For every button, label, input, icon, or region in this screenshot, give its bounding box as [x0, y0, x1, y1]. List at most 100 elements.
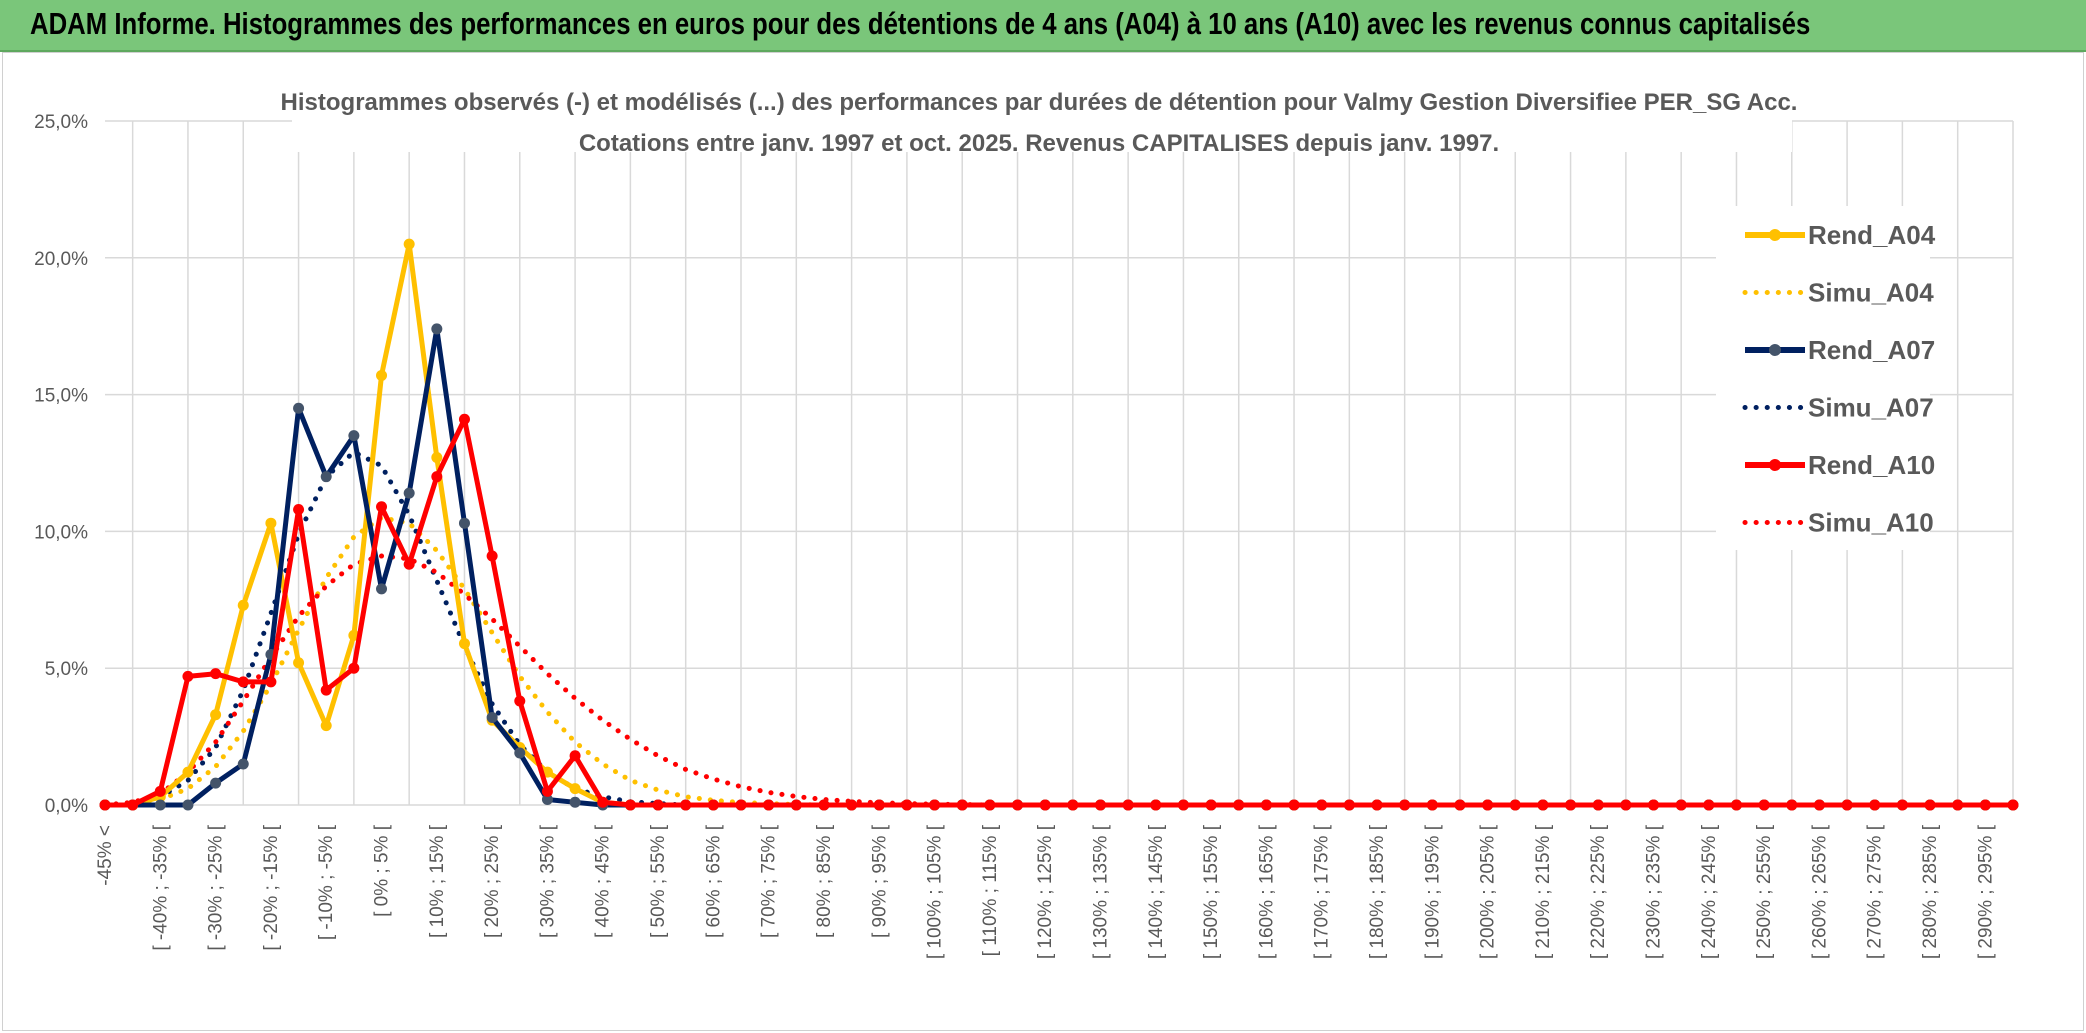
legend-item-Simu_A10: Simu_A10	[1742, 508, 1934, 538]
data-point	[541, 785, 553, 797]
data-point	[403, 238, 415, 250]
x-axis-tick-labels: -45% < [ -40% ; -35% [[ -30% ; -25% [[ -2…	[95, 824, 1996, 959]
data-point	[624, 799, 636, 811]
x-tick-label: [ 130% ; 135% [	[1090, 824, 1111, 959]
data-point	[486, 550, 498, 562]
y-axis-tick-labels: 0,0% 5,0% 10,0% 15,0% 20,0% 25,0%	[34, 112, 88, 817]
data-point	[1730, 799, 1742, 811]
data-point	[652, 799, 664, 811]
data-point	[1039, 799, 1051, 811]
y-tick-label: 0,0%	[45, 796, 88, 817]
data-point	[569, 796, 581, 808]
legend-label: Simu_A07	[1808, 393, 1934, 423]
x-tick-label: [ 240% ; 245% [	[1699, 824, 1720, 959]
x-tick-label: [ 290% ; 295% [	[1975, 824, 1996, 959]
data-point	[1482, 799, 1494, 811]
x-tick-label: -45% <	[95, 825, 116, 886]
data-point	[154, 785, 166, 797]
data-point	[431, 471, 443, 483]
legend-marker	[1769, 459, 1781, 471]
x-tick-label: [ -30% ; -25% [	[206, 824, 227, 950]
legend-label: Simu_A10	[1808, 508, 1934, 538]
data-point	[1896, 799, 1908, 811]
data-point	[1399, 799, 1411, 811]
legend-item-Rend_A07: Rend_A07	[1745, 335, 1935, 365]
data-point	[293, 402, 305, 414]
data-point	[1150, 799, 1162, 811]
legend-item-Rend_A04: Rend_A04	[1745, 220, 1936, 250]
x-tick-label: [ 20% ; 25% [	[482, 824, 503, 938]
legend-label: Rend_A04	[1808, 220, 1936, 250]
data-point	[403, 558, 415, 570]
data-point	[1316, 799, 1328, 811]
legend-marker	[1769, 229, 1781, 241]
y-tick-label: 25,0%	[34, 112, 88, 133]
data-point	[154, 799, 166, 811]
data-point	[237, 676, 249, 688]
report-title: ADAM Informe. Histogrammes des performan…	[30, 6, 1811, 41]
x-tick-label: [ -20% ; -15% [	[261, 824, 282, 950]
data-point	[458, 413, 470, 425]
legend-item-Simu_A04: Simu_A04	[1742, 278, 1934, 308]
data-point	[873, 799, 885, 811]
data-point	[376, 369, 388, 381]
data-point	[99, 799, 111, 811]
data-point	[1758, 799, 1770, 811]
x-tick-label: [ 90% ; 95% [	[869, 824, 890, 938]
data-point	[707, 799, 719, 811]
data-point	[1620, 799, 1632, 811]
data-point	[1786, 799, 1798, 811]
y-tick-label: 10,0%	[34, 522, 88, 543]
legend-label: Rend_A10	[1808, 450, 1935, 480]
data-point	[210, 709, 222, 721]
data-point	[237, 758, 249, 770]
x-tick-label: [ 40% ; 45% [	[593, 824, 614, 938]
y-tick-label: 20,0%	[34, 249, 88, 270]
data-point	[182, 670, 194, 682]
data-point	[1924, 799, 1936, 811]
x-tick-label: [ 100% ; 105% [	[925, 824, 946, 959]
legend-label: Simu_A04	[1808, 278, 1934, 308]
legend-item-Rend_A10: Rend_A10	[1745, 450, 1935, 480]
x-tick-label: [ 210% ; 215% [	[1533, 824, 1554, 959]
data-point	[210, 777, 222, 789]
data-point	[1067, 799, 1079, 811]
data-point	[431, 323, 443, 335]
data-point	[569, 783, 581, 795]
data-point	[1454, 799, 1466, 811]
data-point	[763, 799, 775, 811]
x-tick-label: [ 260% ; 265% [	[1809, 824, 1830, 959]
y-tick-label: 5,0%	[45, 659, 88, 680]
legend-label: Rend_A07	[1808, 335, 1935, 365]
data-point	[1979, 799, 1991, 811]
data-point	[182, 766, 194, 778]
data-point	[1648, 799, 1660, 811]
data-point	[1260, 799, 1272, 811]
data-point	[1122, 799, 1134, 811]
x-tick-label: [ 140% ; 145% [	[1146, 824, 1167, 959]
data-point	[320, 720, 332, 732]
data-point	[237, 599, 249, 611]
data-point	[320, 684, 332, 696]
data-point	[1841, 799, 1853, 811]
x-tick-label: [ 170% ; 175% [	[1312, 824, 1333, 959]
x-tick-label: [ 190% ; 195% [	[1422, 824, 1443, 959]
title-background	[292, 82, 1792, 152]
data-point	[1565, 799, 1577, 811]
data-point	[956, 799, 968, 811]
x-tick-label: [ 110% ; 115% [	[980, 824, 1001, 956]
series-line	[102, 553, 2016, 808]
data-point	[127, 799, 139, 811]
data-point	[1952, 799, 1964, 811]
data-point	[182, 799, 194, 811]
series-line	[105, 416, 2013, 808]
x-tick-label: [ 120% ; 125% [	[1035, 824, 1056, 959]
data-point	[1012, 799, 1024, 811]
legend-item-Simu_A07: Simu_A07	[1742, 393, 1934, 423]
x-tick-label: [ 60% ; 65% [	[703, 824, 724, 938]
data-point	[1813, 799, 1825, 811]
x-tick-label: [ -10% ; -5% [	[316, 824, 337, 940]
data-point	[348, 662, 360, 674]
data-point	[1094, 799, 1106, 811]
